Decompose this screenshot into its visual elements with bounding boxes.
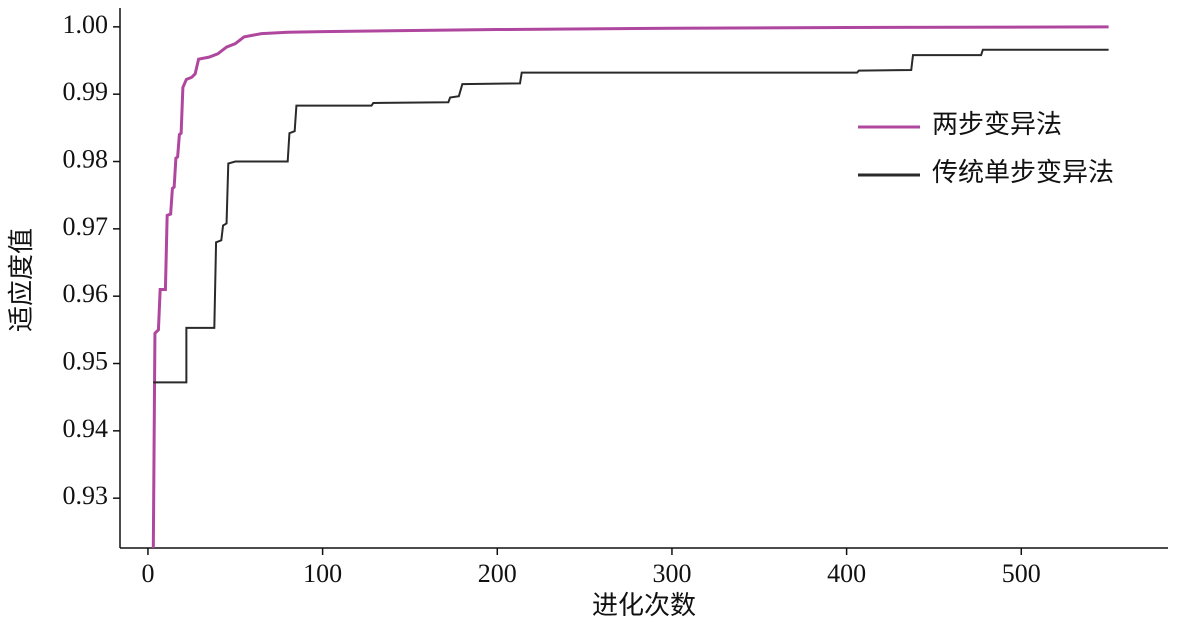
- x-tick-label: 200: [478, 559, 517, 588]
- y-tick-label: 0.99: [63, 77, 109, 106]
- y-tick-label: 0.94: [63, 414, 109, 443]
- y-tick-label: 0.95: [63, 346, 109, 375]
- y-tick-label: 0.97: [63, 212, 109, 241]
- legend-label: 传统单步变异法: [932, 158, 1114, 187]
- series-line: [153, 48, 1109, 384]
- x-tick-label: 100: [303, 559, 342, 588]
- x-tick-label: 500: [1002, 559, 1041, 588]
- y-axis-label: 适应度值: [7, 228, 36, 332]
- x-tick-label: 400: [827, 559, 866, 588]
- legend-label: 两步变异法: [932, 110, 1062, 139]
- y-tick-label: 1.00: [63, 10, 109, 39]
- x-tick-label: 300: [652, 559, 691, 588]
- y-tick-label: 0.96: [63, 279, 109, 308]
- y-tick-label: 0.93: [63, 481, 109, 510]
- y-tick-label: 0.98: [63, 144, 109, 173]
- x-axis-label: 进化次数: [592, 591, 696, 620]
- series-line: [151, 25, 1109, 548]
- x-tick-label: 0: [141, 559, 154, 588]
